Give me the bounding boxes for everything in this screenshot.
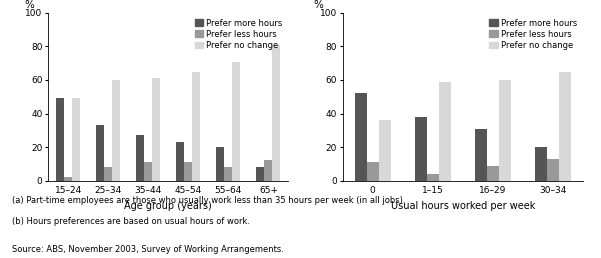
Bar bbox=[56, 99, 64, 181]
Text: Source: ABS, November 2003, Survey of Working Arrangements.: Source: ABS, November 2003, Survey of Wo… bbox=[12, 245, 284, 254]
Bar bbox=[355, 93, 367, 181]
Bar bbox=[535, 147, 547, 181]
Bar bbox=[559, 72, 571, 181]
Bar bbox=[415, 117, 427, 181]
Bar bbox=[499, 80, 511, 181]
Y-axis label: %: % bbox=[24, 0, 34, 10]
Legend: Prefer more hours, Prefer less hours, Prefer no change: Prefer more hours, Prefer less hours, Pr… bbox=[193, 17, 284, 52]
Bar bbox=[264, 160, 272, 181]
Bar bbox=[272, 45, 281, 181]
X-axis label: Age group (years): Age group (years) bbox=[124, 201, 212, 211]
Bar bbox=[379, 120, 391, 181]
X-axis label: Usual hours worked per week: Usual hours worked per week bbox=[391, 201, 535, 211]
Bar bbox=[367, 162, 379, 181]
Bar bbox=[144, 162, 152, 181]
Bar bbox=[96, 125, 104, 181]
Bar bbox=[439, 82, 451, 181]
Bar bbox=[192, 72, 200, 181]
Bar bbox=[475, 129, 487, 181]
Bar bbox=[176, 142, 185, 181]
Bar bbox=[104, 167, 112, 181]
Y-axis label: %: % bbox=[314, 0, 323, 10]
Bar bbox=[185, 162, 192, 181]
Bar bbox=[487, 166, 499, 181]
Bar bbox=[427, 174, 439, 181]
Legend: Prefer more hours, Prefer less hours, Prefer no change: Prefer more hours, Prefer less hours, Pr… bbox=[487, 17, 579, 52]
Bar bbox=[64, 177, 72, 181]
Bar bbox=[257, 167, 264, 181]
Bar bbox=[152, 78, 160, 181]
Bar bbox=[547, 159, 559, 181]
Bar bbox=[216, 147, 224, 181]
Text: (a) Part-time employees are those who usually work less than 35 hours per week (: (a) Part-time employees are those who us… bbox=[12, 196, 406, 205]
Bar bbox=[224, 167, 233, 181]
Bar bbox=[72, 99, 80, 181]
Bar bbox=[136, 135, 144, 181]
Bar bbox=[112, 80, 120, 181]
Bar bbox=[233, 62, 240, 181]
Text: (b) Hours preferences are based on usual hours of work.: (b) Hours preferences are based on usual… bbox=[12, 217, 250, 226]
